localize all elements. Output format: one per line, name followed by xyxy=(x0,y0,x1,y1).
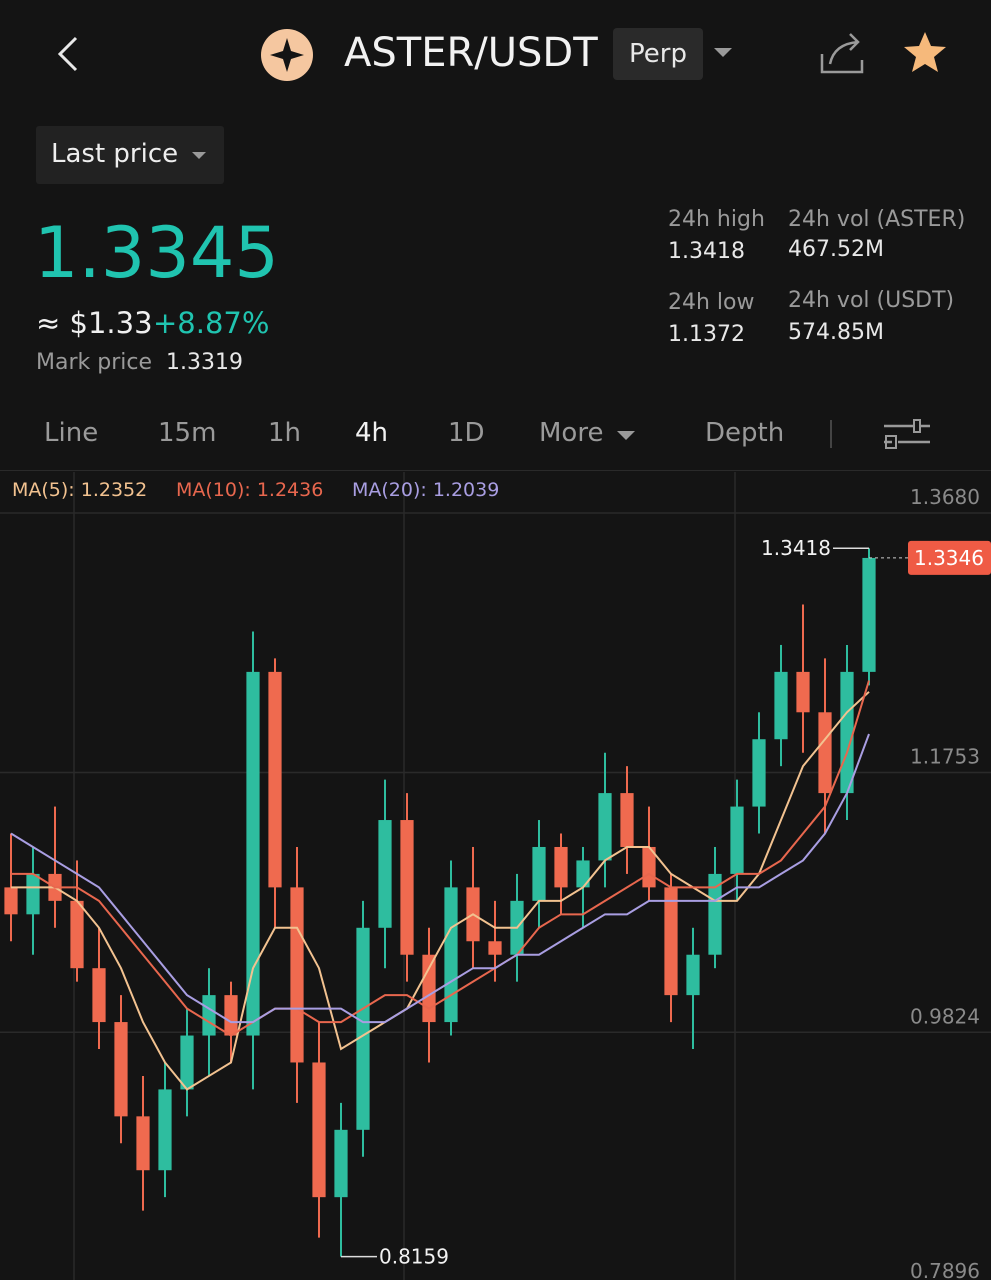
price-change: +8.87% xyxy=(153,306,270,340)
high-label: 1.3418 xyxy=(761,536,831,560)
price-selector-label: Last price xyxy=(51,139,179,169)
favorite-star[interactable] xyxy=(902,30,948,74)
candlestick-chart: 1.3680 1.1753 0.9824 0.7896 MA(5): 1.2352 MA(… xyxy=(0,472,991,1280)
stat-label: 24h vol (USDT) xyxy=(788,288,955,313)
candle-body xyxy=(532,846,546,901)
candle-body xyxy=(114,1022,128,1117)
divider xyxy=(830,420,832,448)
candle-body xyxy=(312,1062,326,1198)
candle-body xyxy=(422,954,436,1023)
candle-body xyxy=(92,968,106,1023)
dropdown-arrow[interactable] xyxy=(712,46,734,60)
candle-body xyxy=(488,941,502,955)
share-button[interactable] xyxy=(818,30,866,76)
usd-price: ≈ $1.33 xyxy=(36,306,153,340)
candle-body xyxy=(70,900,84,969)
candle-body xyxy=(686,954,700,996)
stat-value: 1.1372 xyxy=(668,322,745,347)
candle-body xyxy=(136,1116,150,1171)
stat-value: 1.3418 xyxy=(668,239,745,264)
candle-body xyxy=(642,846,656,888)
candle-body xyxy=(158,1089,172,1171)
candle-body xyxy=(202,995,216,1036)
mark-price-label: Mark price xyxy=(36,350,152,375)
candle-body xyxy=(334,1129,348,1198)
candle-body xyxy=(224,995,238,1036)
dropdown-arrow xyxy=(192,152,206,159)
y-tick-label: 1.1753 xyxy=(910,744,980,768)
stat-label: 24h low xyxy=(668,290,755,315)
candle-body xyxy=(796,671,810,713)
price-selector[interactable]: Last price xyxy=(36,126,224,184)
candle-body xyxy=(246,671,260,1036)
tab[interactable]: 1h xyxy=(268,418,302,448)
ma-line xyxy=(11,691,870,1091)
low-label: 0.8159 xyxy=(379,1245,449,1269)
candle-body xyxy=(840,671,854,794)
candle-body xyxy=(290,887,304,1063)
candle-body xyxy=(862,557,876,672)
candle-body xyxy=(752,739,766,807)
pair-title: ASTER/USDT xyxy=(344,30,598,76)
back-button[interactable] xyxy=(50,34,86,74)
divider xyxy=(0,470,991,471)
tab[interactable]: Line xyxy=(44,418,99,448)
ma-line xyxy=(10,733,870,1024)
candle-body xyxy=(554,846,568,888)
candle-body xyxy=(818,712,832,794)
stat-label: 24h vol (ASTER) xyxy=(788,207,966,232)
legend-entry: MA(10): 1.2436 xyxy=(176,479,323,501)
last-price-label: 1.3346 xyxy=(914,546,984,570)
candle-body xyxy=(356,927,370,1130)
mark-price: 1.3319 xyxy=(166,350,243,375)
y-tick-label: 0.9824 xyxy=(910,1004,980,1028)
stat-value: 574.85M xyxy=(788,320,884,345)
candle-body xyxy=(378,820,392,928)
tab[interactable]: 15m xyxy=(158,418,217,448)
candle-body xyxy=(400,820,414,955)
last-price-tag xyxy=(908,540,991,575)
contract-type[interactable]: Perp xyxy=(613,28,703,80)
candle-body xyxy=(444,887,458,1023)
candle-body xyxy=(664,887,678,996)
last-price: 1.3345 xyxy=(34,212,279,294)
candle-body xyxy=(708,873,722,955)
candle-body xyxy=(576,860,590,888)
y-tick-label: 0.7896 xyxy=(910,1259,980,1280)
stat-value: 467.52M xyxy=(788,237,884,262)
tab-active[interactable]: 4h xyxy=(355,418,389,448)
candle-body xyxy=(620,793,634,847)
dropdown-arrow xyxy=(617,431,635,440)
candle-body xyxy=(4,887,18,915)
settings-button[interactable] xyxy=(884,416,930,452)
candle-body xyxy=(730,806,744,874)
stat-label: 24h high xyxy=(668,207,765,232)
candle-body xyxy=(268,671,282,888)
candle-body xyxy=(774,671,788,740)
tab[interactable]: Depth xyxy=(705,418,785,448)
candle-body xyxy=(598,793,612,861)
tab[interactable]: 1D xyxy=(448,418,485,448)
legend-entry: MA(5): 1.2352 xyxy=(12,479,147,501)
candle-body xyxy=(180,1035,194,1090)
candle-body xyxy=(26,873,40,915)
legend-entry: MA(20): 1.2039 xyxy=(352,479,499,501)
ma-line xyxy=(11,680,870,1037)
coin-icon xyxy=(261,29,313,81)
tab[interactable]: More xyxy=(539,418,604,448)
y-tick-label: 1.3680 xyxy=(910,485,980,509)
